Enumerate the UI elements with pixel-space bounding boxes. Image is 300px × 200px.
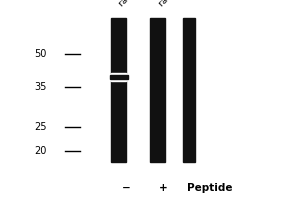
Bar (111, 18, 126, 73)
Text: 35: 35 (34, 82, 47, 92)
Text: 20: 20 (34, 146, 47, 156)
Text: 25: 25 (34, 122, 47, 132)
Text: Peptide: Peptide (188, 183, 233, 193)
Text: 50: 50 (34, 49, 47, 59)
Bar (110, 75, 128, 79)
Text: −: − (122, 183, 130, 193)
Text: rat heart: rat heart (157, 0, 192, 8)
Bar (111, 73, 126, 81)
Bar (150, 18, 165, 162)
Text: +: + (159, 183, 168, 193)
Text: rat heart: rat heart (117, 0, 151, 8)
Bar (111, 81, 126, 162)
Bar (183, 18, 195, 162)
